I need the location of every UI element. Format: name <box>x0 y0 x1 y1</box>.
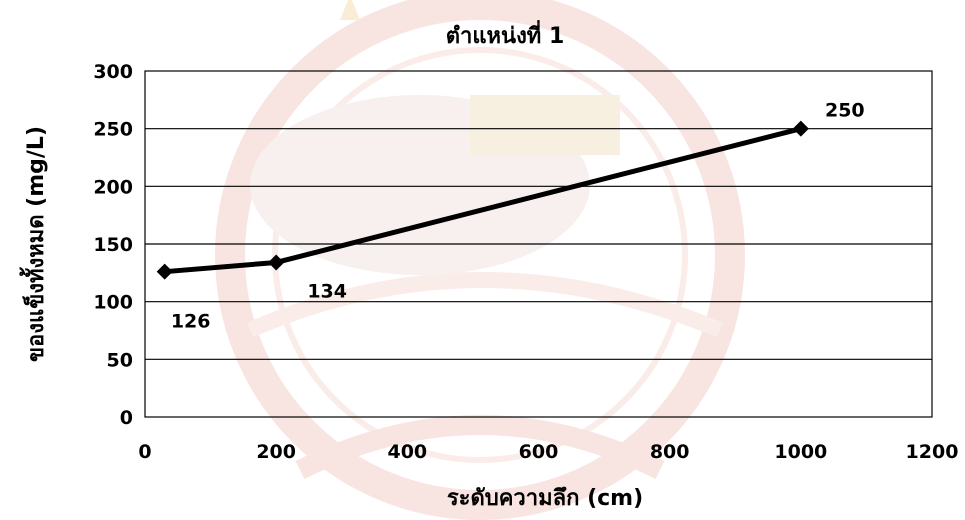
data-point-marker <box>156 263 173 280</box>
y-tick-label: 0 <box>120 407 133 429</box>
y-tick-label: 150 <box>93 234 133 256</box>
x-tick-label: 600 <box>519 441 559 463</box>
chart-title: ตำแหน่งที่ 1 <box>446 19 565 49</box>
y-tick-label: 300 <box>93 61 133 83</box>
x-tick-label: 1000 <box>774 441 827 463</box>
data-point-marker <box>268 254 285 271</box>
gridlines <box>145 128 932 360</box>
x-tick-label: 0 <box>138 441 151 463</box>
y-tick-label: 50 <box>107 349 133 371</box>
data-label: 126 <box>171 311 211 333</box>
x-axis-ticks: 0 200 400 600 800 1000 1200 <box>138 441 958 463</box>
watermark-seal <box>215 0 745 520</box>
x-axis-title: ระดับความลึก (cm) <box>447 486 643 511</box>
y-tick-label: 200 <box>93 176 133 198</box>
x-tick-label: 1200 <box>906 441 959 463</box>
y-tick-label: 250 <box>93 119 133 141</box>
data-label: 134 <box>307 280 347 302</box>
x-tick-label: 400 <box>387 441 427 463</box>
data-point-marker <box>792 120 809 137</box>
x-tick-label: 200 <box>256 441 296 463</box>
y-axis-ticks: 0 50 100 150 200 250 300 <box>93 61 133 429</box>
x-tick-label: 800 <box>650 441 690 463</box>
series-group <box>156 120 809 280</box>
data-labels: 126 134 250 <box>171 100 865 333</box>
plot-area: 0 200 400 600 800 1000 1200 0 50 100 150 200 250 300… <box>93 61 958 463</box>
y-tick-label: 100 <box>93 292 133 314</box>
y-axis-title: ของแข็งทั้งหมด (mg/L) <box>19 126 49 362</box>
data-label: 250 <box>825 100 865 122</box>
